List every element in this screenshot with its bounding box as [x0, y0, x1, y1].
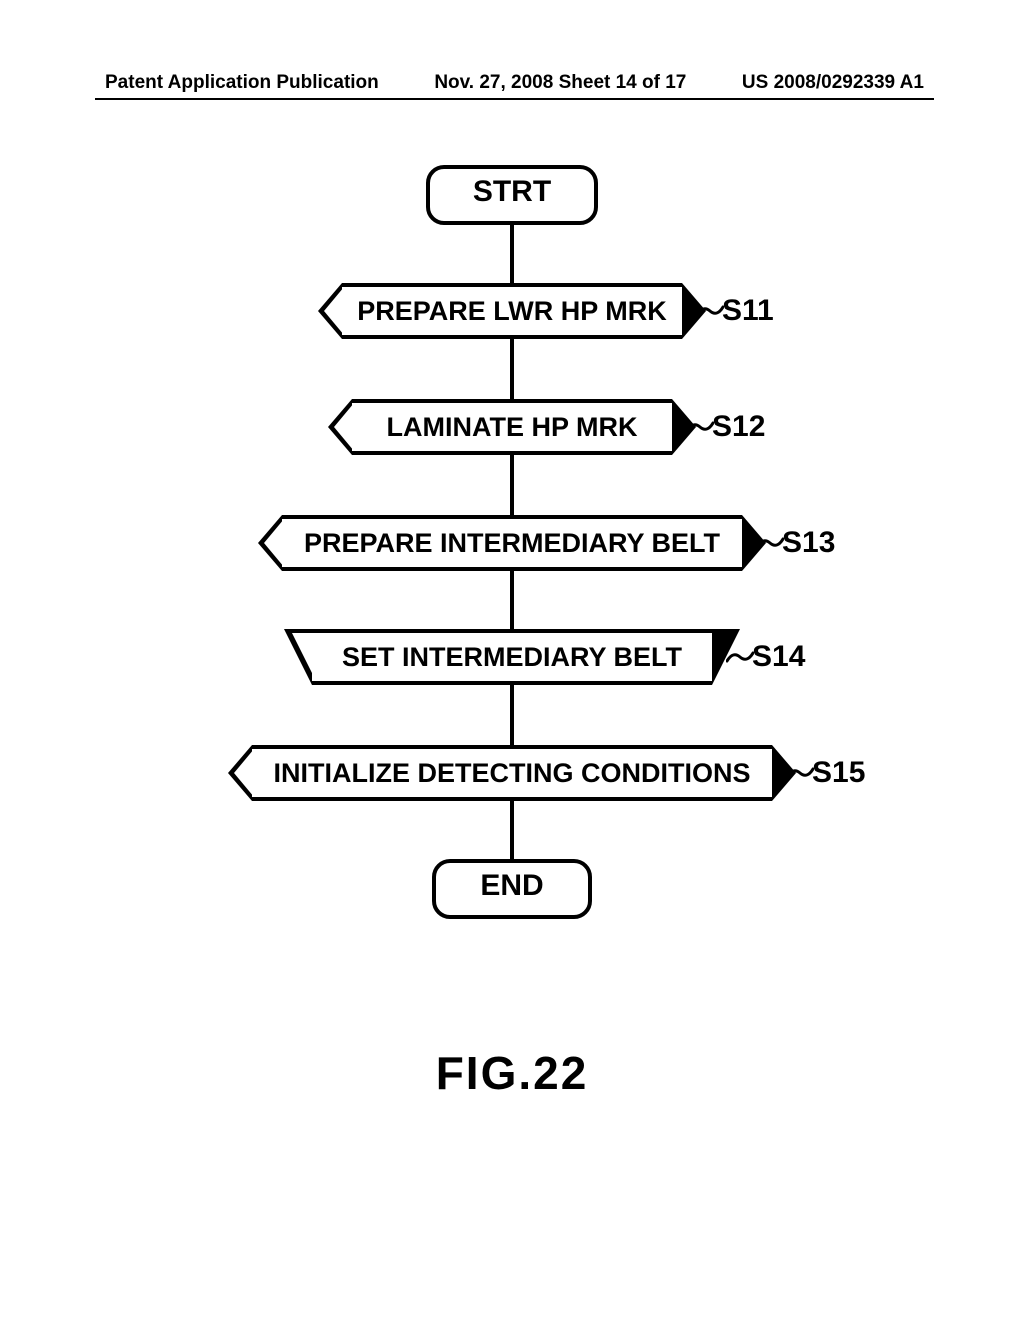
connector-tilde-icon — [696, 303, 724, 323]
step-s13: PREPARE INTERMEDIARY BELTS13 — [282, 515, 742, 571]
connector-tilde-icon — [786, 765, 814, 785]
connector — [510, 225, 514, 283]
header-center: Nov. 27, 2008 Sheet 14 of 17 — [434, 72, 686, 94]
s13-box: PREPARE INTERMEDIARY BELTS13 — [282, 515, 742, 571]
connector — [510, 339, 514, 399]
s11-label: S11 — [722, 287, 774, 335]
connector — [510, 801, 514, 859]
connector — [510, 685, 514, 745]
s13-label: S13 — [782, 519, 835, 567]
start-terminal: STRT — [426, 165, 598, 225]
figure-caption: FIG.22 — [0, 1046, 1024, 1100]
s12-box: LAMINATE HP MRKS12 — [352, 399, 672, 455]
step-s15: INITIALIZE DETECTING CONDITIONSS15 — [252, 745, 772, 801]
s15-box: INITIALIZE DETECTING CONDITIONSS15 — [252, 745, 772, 801]
header-rule — [95, 98, 934, 100]
connector-tilde-icon — [686, 419, 714, 439]
connector-tilde-icon — [726, 649, 754, 669]
page-header: Patent Application Publication Nov. 27, … — [0, 72, 1024, 94]
s14-box: SET INTERMEDIARY BELTS14 — [312, 629, 712, 685]
s11-box: PREPARE LWR HP MRKS11 — [342, 283, 682, 339]
step-s12: LAMINATE HP MRKS12 — [352, 399, 672, 455]
step-s11: PREPARE LWR HP MRKS11 — [342, 283, 682, 339]
connector-tilde-icon — [756, 535, 784, 555]
connector — [510, 455, 514, 515]
flowchart: STRT PREPARE LWR HP MRKS11 LAMINATE HP MRK… — [0, 165, 1024, 919]
end-terminal: END — [432, 859, 592, 919]
s15-label: S15 — [812, 749, 865, 797]
page: Patent Application Publication Nov. 27, … — [0, 0, 1024, 1320]
step-s14: SET INTERMEDIARY BELTS14 — [312, 629, 712, 685]
header-right: US 2008/0292339 A1 — [742, 72, 924, 94]
s12-label: S12 — [712, 403, 765, 451]
s14-label: S14 — [752, 633, 805, 681]
connector — [510, 571, 514, 629]
header-left: Patent Application Publication — [105, 72, 379, 94]
